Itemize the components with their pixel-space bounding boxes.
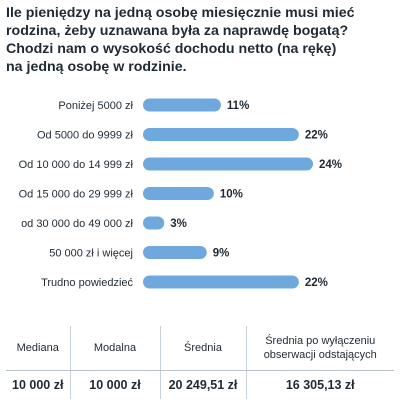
statistics-table: Mediana Modalna Średnia Średnia po wyłąc… [6, 326, 394, 399]
title-line: na jedną osobę w rodzinie. [6, 59, 187, 75]
category-label: Od 15 000 do 29 999 zł [19, 189, 134, 201]
statistics-header-row: Mediana Modalna Średnia Średnia po wyłąc… [6, 326, 394, 371]
header-mode: Modalna [69, 326, 160, 371]
title-line: rodzina, żeby uznawana była za naprawdę … [6, 23, 349, 39]
bar [143, 128, 299, 141]
value-label: 11% [227, 100, 249, 112]
bar [143, 187, 214, 200]
category-label: od 30 000 do 49 000 zł [21, 218, 133, 230]
bar [143, 98, 221, 112]
header-mean: Średnia [159, 326, 246, 371]
value-label: 9% [213, 248, 230, 260]
value-mean: 20 249,51 zł [159, 370, 246, 399]
value-mode: 10 000 zł [69, 370, 160, 399]
value-label: 10% [220, 189, 243, 201]
value-label: 3% [170, 218, 187, 230]
value-trimmed-mean: 16 305,13 zł [245, 370, 394, 399]
value-label: 24% [319, 159, 342, 171]
title-line: Chodzi nam o wysokość dochodu netto (na … [6, 41, 337, 57]
header-median: Mediana [6, 326, 70, 371]
bar [143, 216, 165, 230]
category-label: 50 000 zł i więcej [49, 248, 133, 260]
bar [143, 157, 313, 171]
header-trimmed-mean: Średnia po wyłączeniu obserwacji odstają… [245, 326, 394, 371]
title-line: Ile pieniędzy na jedną osobę miesięcznie… [6, 5, 355, 21]
statistics-value-row: 10 000 zł 10 000 zł 20 249,51 zł 16 305,… [6, 370, 394, 399]
bar [143, 246, 207, 259]
category-label: Od 10 000 do 14 999 zł [19, 159, 134, 171]
value-label: 22% [305, 130, 328, 142]
value-label: 22% [305, 277, 328, 289]
bar-chart: Poniżej 5000 zł 11% Od 5000 do 9999 zł 22% O… [19, 98, 342, 289]
bar [143, 275, 299, 289]
category-label: Poniżej 5000 zł [58, 100, 133, 112]
category-label: Trudno powiedzieć [41, 277, 133, 289]
chart-title: Ile pieniędzy na jedną osobę miesięcznie… [6, 4, 396, 76]
value-median: 10 000 zł [12, 378, 64, 392]
category-label: Od 5000 do 9999 zł [37, 130, 134, 142]
